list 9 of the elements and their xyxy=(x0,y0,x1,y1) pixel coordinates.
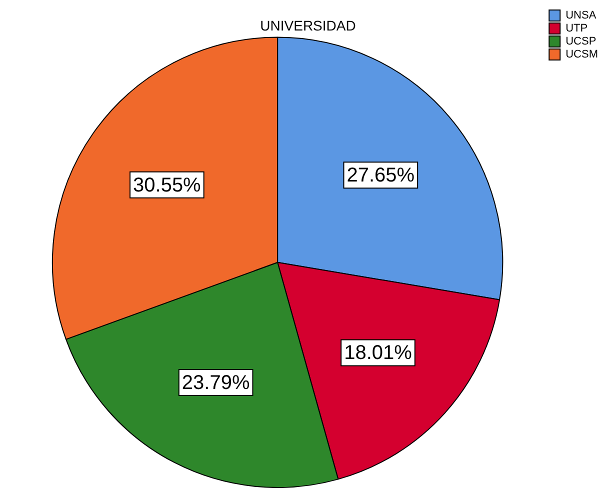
data-label: 30.55% xyxy=(133,174,202,196)
text: UNIVERSIDAD xyxy=(260,17,356,34)
data-label: 18.01% xyxy=(344,342,412,364)
data-label: 23.79% xyxy=(182,372,250,394)
legend-label: UTP xyxy=(566,22,588,35)
data-label: 27.65% xyxy=(346,164,415,187)
legend-label: UCSP xyxy=(566,36,596,48)
legend-label: UNSA xyxy=(566,10,597,22)
legend-label: UCSM xyxy=(566,48,598,61)
